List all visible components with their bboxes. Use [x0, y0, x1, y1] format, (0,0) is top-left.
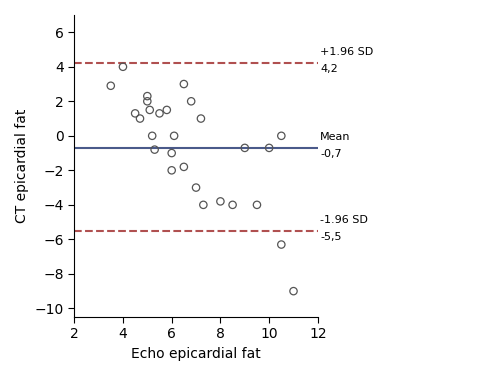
Point [180, 81, 188, 87]
Point [170, 133, 178, 139]
Point [119, 64, 127, 70]
Point [187, 98, 195, 104]
X-axis label: Echo epicardial fat: Echo epicardial fat [131, 347, 261, 361]
Point [216, 199, 224, 205]
Point [228, 202, 236, 208]
Point [168, 150, 175, 156]
Point [290, 288, 298, 294]
Point [278, 133, 285, 139]
Point [200, 202, 207, 208]
Point [156, 111, 164, 117]
Point [107, 83, 115, 89]
Point [144, 93, 152, 99]
Point [278, 241, 285, 247]
Point [163, 107, 171, 113]
Point [241, 145, 249, 151]
Text: Mean: Mean [320, 132, 351, 142]
Point [265, 145, 273, 151]
Y-axis label: CT epicardial fat: CT epicardial fat [15, 109, 29, 223]
Point [150, 147, 158, 153]
Point [144, 98, 152, 104]
Point [168, 167, 175, 173]
Text: -0,7: -0,7 [320, 149, 342, 159]
Point [131, 111, 139, 117]
Point [146, 107, 154, 113]
Point [253, 202, 261, 208]
Text: -5,5: -5,5 [320, 232, 342, 242]
Point [136, 115, 144, 121]
Point [197, 115, 205, 121]
Text: -1.96 SD: -1.96 SD [320, 215, 368, 225]
Point [180, 164, 188, 170]
Point [148, 133, 156, 139]
Point [192, 185, 200, 191]
Text: 4,2: 4,2 [320, 64, 338, 74]
Text: +1.96 SD: +1.96 SD [320, 47, 374, 57]
